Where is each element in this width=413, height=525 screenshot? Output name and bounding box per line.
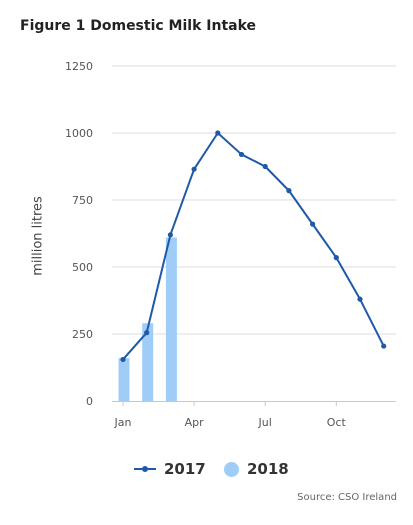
y-tick-label: 0: [86, 395, 93, 408]
y-tick-label: 750: [72, 194, 93, 207]
y-tick-label: 1250: [65, 60, 93, 73]
chart-title: Figure 1 Domestic Milk Intake: [20, 18, 257, 34]
point-2017: [262, 163, 268, 170]
bar-2018: [118, 358, 130, 401]
point-2017: [357, 296, 363, 302]
legend-label-2017: 2017: [164, 460, 206, 478]
point-2017: [286, 188, 292, 194]
legend-item-2017[interactable]: 2017: [134, 458, 206, 480]
point-2017: [215, 130, 221, 136]
source-credit: Source: CSO Ireland: [297, 492, 397, 503]
point-2017: [381, 343, 387, 349]
x-tick-label: Jan: [114, 416, 132, 429]
point-2017: [310, 221, 316, 227]
point-2017: [238, 151, 245, 158]
legend-circle-marker-icon: [224, 461, 239, 477]
x-tick-label: Oct: [327, 416, 347, 429]
bar-2018: [165, 237, 177, 401]
point-2017: [191, 166, 197, 172]
y-tick-label: 1000: [65, 127, 93, 140]
series-line-2017: [122, 132, 385, 361]
legend: 2017 2018: [0, 458, 413, 480]
point-2017: [120, 356, 126, 363]
x-tick-label: Apr: [185, 416, 205, 429]
point-2017: [333, 255, 339, 261]
y-tick-label: 250: [72, 328, 93, 341]
legend-item-2018[interactable]: 2018: [224, 458, 289, 480]
point-2017: [144, 330, 150, 336]
legend-label-2018: 2018: [247, 460, 289, 478]
x-tick-label: Jul: [258, 416, 272, 429]
bar-2018: [142, 323, 154, 401]
y-tick-label: 500: [72, 261, 93, 274]
legend-line-marker-icon: [134, 466, 156, 472]
point-2017: [167, 232, 173, 238]
